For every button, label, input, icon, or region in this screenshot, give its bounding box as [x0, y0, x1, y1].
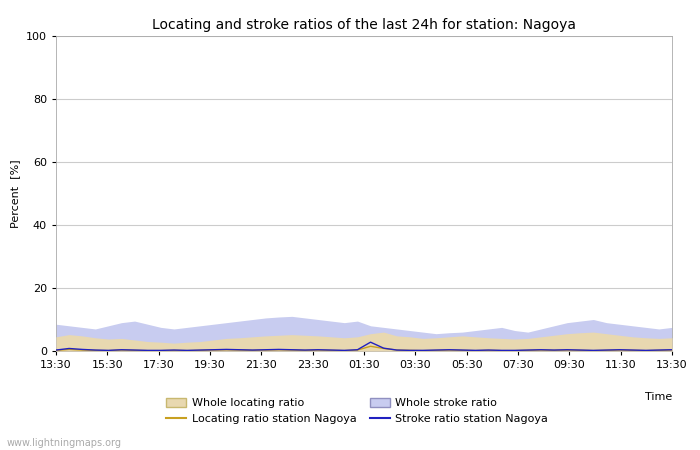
Text: Time: Time — [645, 392, 672, 402]
Legend: Whole locating ratio, Locating ratio station Nagoya, Whole stroke ratio, Stroke : Whole locating ratio, Locating ratio sta… — [167, 397, 548, 424]
Title: Locating and stroke ratios of the last 24h for station: Nagoya: Locating and stroke ratios of the last 2… — [152, 18, 576, 32]
Y-axis label: Percent  [%]: Percent [%] — [10, 159, 20, 228]
Text: www.lightningmaps.org: www.lightningmaps.org — [7, 438, 122, 448]
